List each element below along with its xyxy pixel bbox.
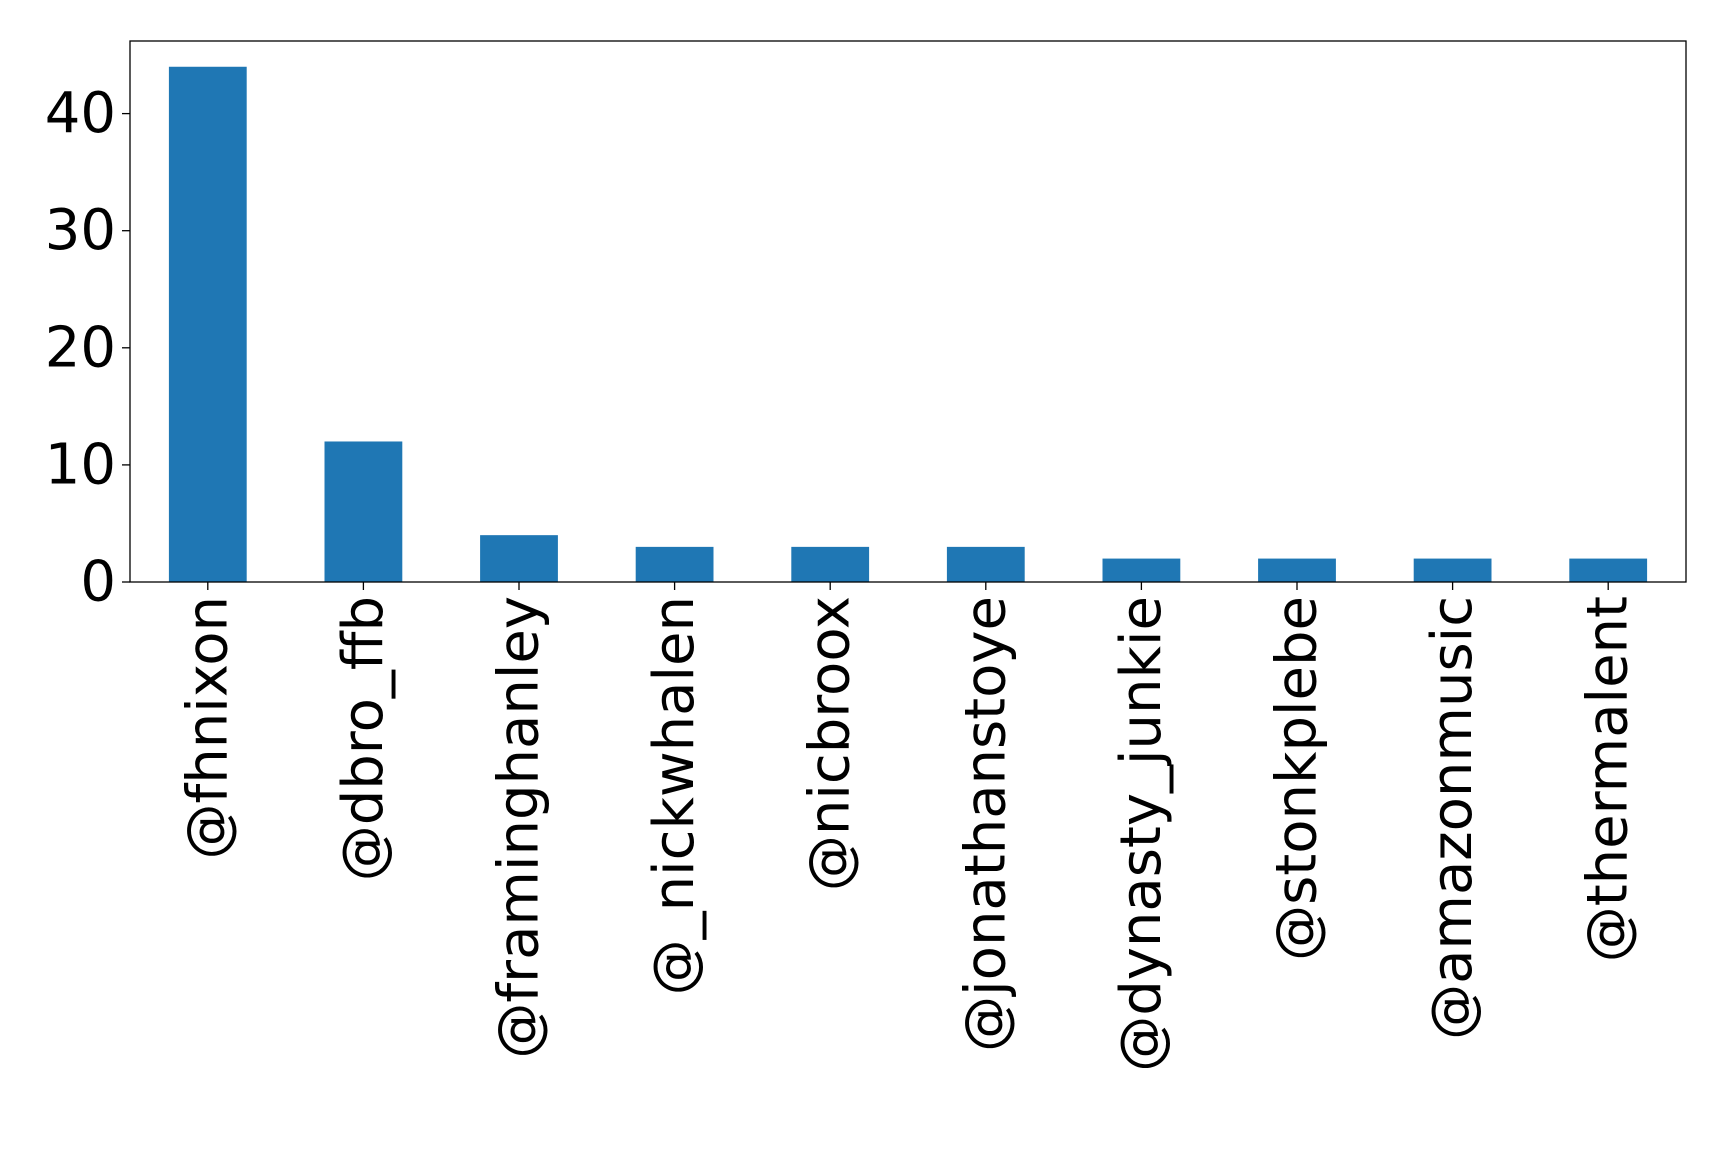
x-axis: @fhnixon @dbro_ffb @framinghanley @_nickwha… [175,582,1641,1072]
bars-layer [168,66,1648,582]
x-tick-label: @stonkplebe [1265,596,1330,961]
bar [1102,558,1181,582]
x-tick-label: @_nickwhalen [642,596,707,995]
x-tick-label: @fhnixon [175,596,240,859]
y-tick-label: 40 [45,81,116,146]
x-tick-label: @framinghanley [487,596,552,1059]
bar [946,546,1025,582]
x-tick-label: @nicbroox [798,596,863,891]
x-tick-label: @dynasty_junkie [1109,596,1174,1072]
bar [324,441,403,582]
y-tick-label: 10 [45,432,116,497]
bar [791,546,870,582]
x-tick-label: @thermalent [1576,596,1641,962]
x-tick-label: @jonathanstoye [953,596,1018,1052]
y-tick-label: 0 [80,550,116,615]
y-tick-label: 30 [45,198,116,263]
bar [168,66,247,582]
y-axis: 0 10 20 30 40 [45,81,130,615]
y-tick-label: 20 [45,315,116,380]
bar [1413,558,1492,582]
bar [1569,558,1648,582]
plot-area-frame [129,40,1687,583]
bar [480,535,558,582]
x-tick-label: @dbro_ffb [331,596,396,881]
bar [1258,558,1336,582]
x-tick-label: @amazonmusic [1420,596,1485,1040]
bar [635,546,714,582]
